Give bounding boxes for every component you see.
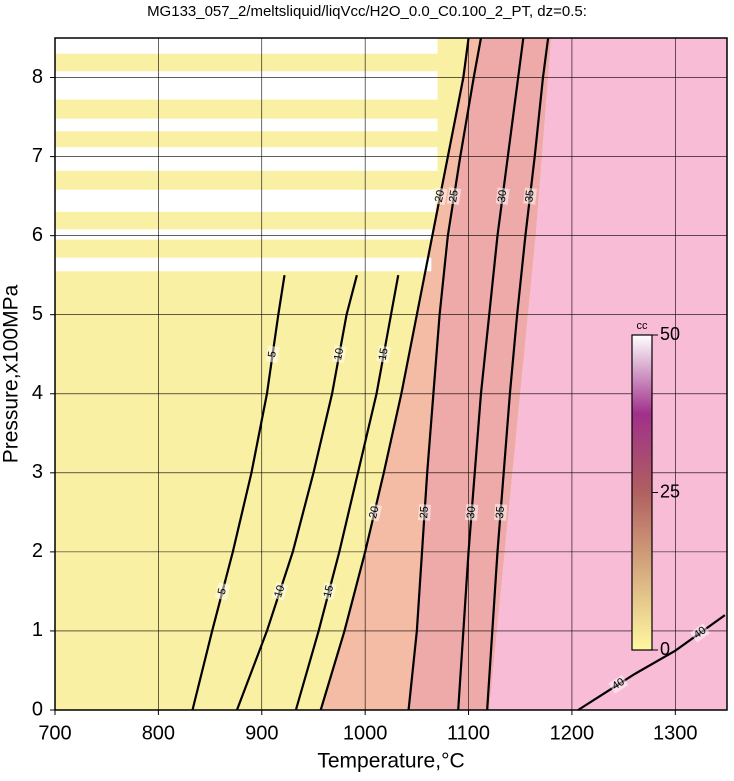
contour-label: 20: [433, 189, 447, 203]
x-tick-label: 800: [142, 722, 175, 744]
contour-line: [407, 37, 483, 711]
chart-title: MG133_057_2/meltsliquid/liqVcc/H2O_0.0_C…: [147, 3, 587, 20]
contour-label: 30: [496, 189, 509, 203]
x-tick-label: 700: [38, 722, 71, 744]
contour-label-bg: [493, 503, 508, 521]
contour-label: 15: [322, 584, 337, 599]
y-tick-label: 2: [32, 540, 43, 562]
contour-label-bg: [418, 503, 432, 521]
y-tick-label: 1: [32, 619, 43, 641]
filled-region: [320, 38, 481, 710]
plot-frame: [54, 37, 728, 711]
contour-line: [191, 275, 286, 711]
contour-label: 40: [692, 624, 709, 641]
contour-label: 35: [523, 189, 536, 203]
contour-label-bg: [495, 187, 510, 205]
contour-label: 5: [216, 587, 229, 596]
contour-label-bg: [446, 187, 462, 205]
colorbar-label: cc: [637, 320, 649, 332]
contour-label: 10: [332, 347, 346, 361]
y-tick-label: 3: [32, 461, 43, 483]
filled-region: [55, 71, 438, 100]
y-tick-label: 6: [32, 224, 43, 246]
y-tick-label: 4: [32, 382, 43, 404]
contour-label: 5: [266, 350, 279, 358]
contour-line: [457, 37, 525, 711]
contour-label-bg: [366, 503, 383, 522]
contour-label: 35: [494, 506, 507, 519]
contour-label: 30: [465, 506, 478, 519]
x-tick-label: 1300: [653, 722, 698, 744]
filled-region: [55, 38, 438, 54]
contour-label-bg: [265, 345, 280, 364]
contour-line: [577, 614, 726, 711]
contour-label-bg: [321, 582, 337, 601]
contour-line: [486, 37, 550, 711]
colorbar-tick-label: 25: [660, 481, 680, 501]
contour-label-bg: [432, 187, 448, 206]
contour-label: 20: [367, 505, 381, 520]
contour-label: 10: [272, 584, 287, 599]
contour-label: 25: [447, 189, 461, 203]
contour-label: 40: [610, 676, 627, 693]
x-tick-label: 1000: [343, 722, 388, 744]
x-tick-label: 1100: [447, 722, 490, 744]
contour-label: 15: [377, 347, 391, 361]
contour-line: [294, 274, 400, 711]
y-axis-label: Pressure,x100MPa: [0, 284, 23, 463]
filled-region: [55, 257, 432, 272]
filled-region: [55, 147, 438, 171]
y-tick-label: 8: [32, 66, 43, 88]
filled-region: [55, 189, 436, 212]
x-tick-label: 1200: [550, 722, 595, 744]
contour-label-bg: [331, 345, 347, 364]
colorbar: [631, 334, 653, 651]
x-axis-label: Temperature,°C: [317, 750, 464, 773]
y-tick-label: 0: [32, 698, 43, 720]
contour-label-bg: [271, 581, 289, 601]
contour-label-bg: [608, 674, 629, 694]
filled-region: [489, 38, 727, 710]
contour-label-bg: [523, 187, 537, 205]
y-tick-label: 7: [32, 145, 43, 167]
contour-label-bg: [376, 345, 392, 364]
contour-label-bg: [465, 503, 479, 521]
filled-region: [55, 229, 434, 240]
contour-label-bg: [214, 582, 231, 601]
colorbar-tick-label: 0: [660, 639, 670, 659]
contour-label-bg: [690, 623, 711, 643]
colorbar-tick-label: 50: [660, 324, 680, 344]
contour-label: 25: [418, 506, 431, 519]
filled-region: [408, 38, 552, 710]
filled-region: [55, 118, 438, 132]
contour-line: [235, 274, 358, 711]
x-tick-label: 900: [245, 722, 278, 744]
y-tick-label: 5: [32, 303, 43, 325]
contour-line: [319, 37, 470, 711]
